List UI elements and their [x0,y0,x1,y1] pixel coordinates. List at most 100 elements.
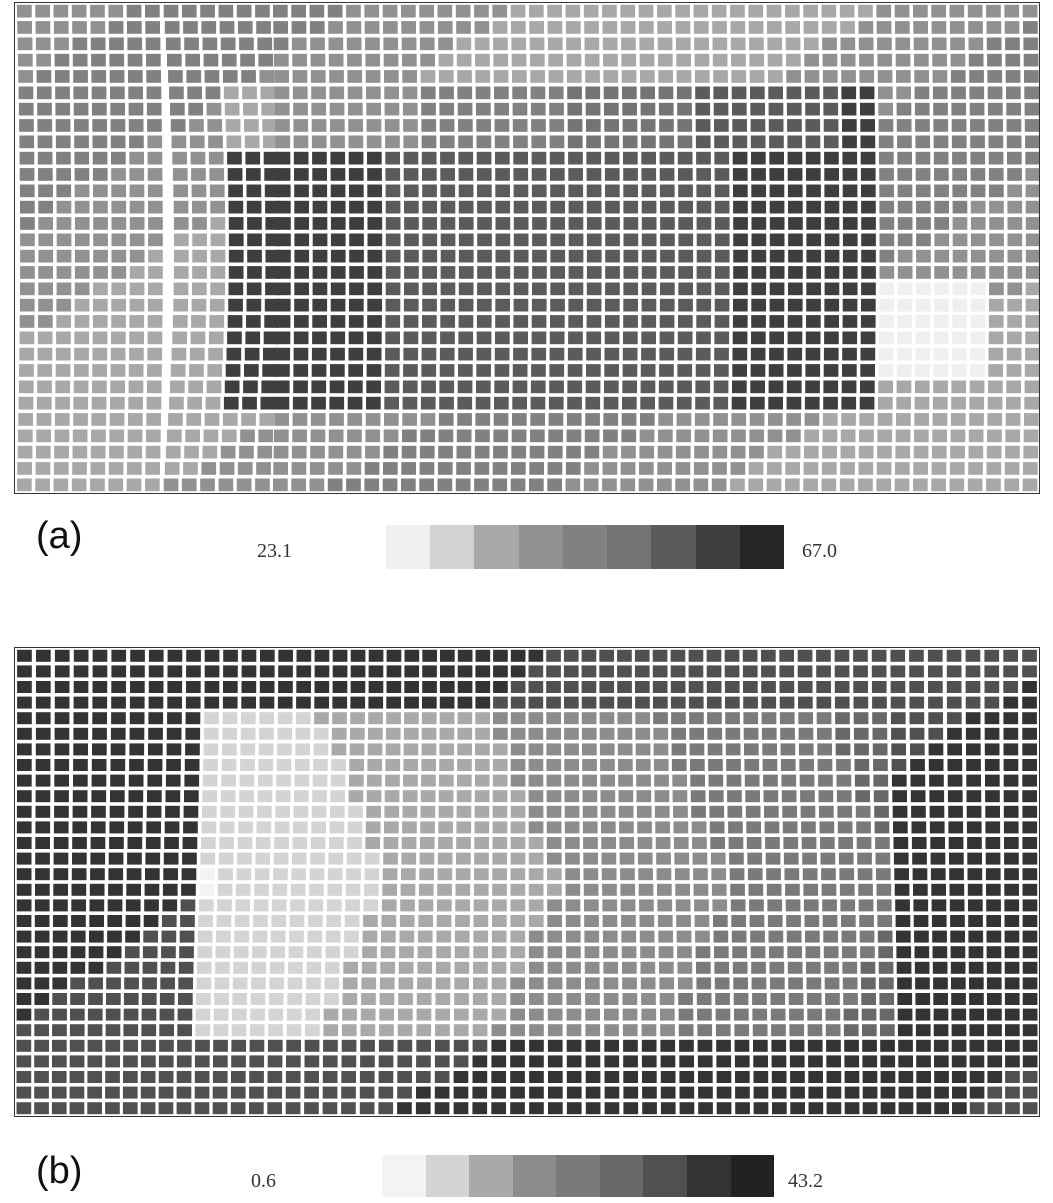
mesh-cell [322,1086,338,1099]
mesh-cell [111,331,126,345]
mesh-cell [473,946,488,959]
mesh-cell [821,462,837,475]
mesh-cell [510,1102,525,1115]
mesh-cell [366,135,382,149]
mesh-cell [453,1102,469,1115]
mesh-cell [914,946,930,959]
mesh-cell [474,445,490,459]
mesh-cell [581,649,597,662]
mesh-cell [250,1008,265,1021]
mesh-cell [195,1024,211,1037]
mesh-cell [145,837,161,849]
mesh-cell [473,961,488,974]
mesh-cell [642,1086,657,1099]
mesh-cell [345,899,360,912]
mesh-cell [223,649,238,662]
mesh-cell [909,681,924,693]
mesh-cell [476,119,491,132]
mesh-cell [72,445,88,459]
mesh-cell [249,1086,264,1099]
mesh-cell [492,462,508,475]
mesh-cell [714,184,730,198]
mesh-cell [897,249,913,263]
mesh-cell [915,315,931,328]
mesh-cell [1022,478,1038,492]
mesh-cell [293,135,309,149]
mesh-cell [241,696,256,709]
mesh-cell [194,1071,210,1083]
mesh-cell [458,135,473,149]
mesh-cell [640,364,656,377]
mesh-cell [621,413,637,426]
mesh-cell [52,1039,67,1052]
mesh-cell [173,200,189,214]
mesh-cell [244,119,259,132]
mesh-cell [657,478,672,492]
mesh-cell [439,727,455,740]
mesh-cell [584,462,599,475]
mesh-cell [987,1008,1002,1021]
mesh-cell [213,1039,228,1052]
mesh-cell [916,282,931,296]
mesh-cell [654,774,669,787]
mesh-cell [268,1008,284,1021]
mesh-cell [897,1008,913,1021]
mesh-cell [877,445,892,459]
mesh-cell [895,915,911,927]
mesh-cell [51,1071,67,1083]
mesh-cell [18,429,33,443]
mesh-cell [660,282,675,296]
mesh-cell [581,681,597,693]
mesh-cell [603,53,618,67]
mesh-cell [243,102,258,116]
mesh-cell [915,298,931,312]
mesh-cell [728,837,744,849]
mesh-cell [641,135,656,149]
mesh-cell [716,1102,732,1115]
mesh-cell [228,233,244,247]
mesh-cell [1025,266,1039,279]
mesh-cell [35,852,50,865]
mesh-cell [966,774,981,787]
mesh-cell [634,665,650,678]
mesh-cell [874,821,890,834]
mesh-cell [225,119,241,132]
mesh-cell [872,712,887,725]
mesh-cell [383,53,399,67]
mesh-cell [495,184,510,198]
mesh-cell [385,727,401,740]
mesh-cell [586,347,601,361]
mesh-cell [308,915,323,927]
mesh-cell [215,946,231,959]
mesh-cell [1022,961,1038,974]
mesh-cell [286,1024,302,1037]
mesh-cell [933,1024,949,1037]
mesh-cell [707,743,723,756]
mesh-cell [477,217,492,230]
mesh-cell [660,1039,676,1052]
mesh-cell [148,266,163,279]
mesh-cell [189,364,204,377]
mesh-cell [695,135,711,149]
mesh-cell [510,478,526,492]
mesh-cell [189,135,205,149]
mesh-cell [419,445,435,459]
mesh-cell [242,86,257,100]
mesh-cell [988,331,1004,345]
mesh-cell [528,681,544,693]
mesh-cell [457,70,472,83]
mesh-cell [819,821,835,834]
mesh-cell [294,168,309,181]
mesh-cell [148,665,164,678]
mesh-cell [622,977,637,990]
mesh-cell [458,200,474,214]
mesh-cell [74,249,90,263]
mesh-cell [714,315,730,328]
mesh-cell [493,727,508,740]
mesh-cell [288,961,303,974]
mesh-cell [836,790,852,803]
mesh-cell [72,805,88,818]
mesh-cell [582,790,598,803]
mesh-cell [455,899,470,912]
mesh-cell [1022,712,1037,725]
